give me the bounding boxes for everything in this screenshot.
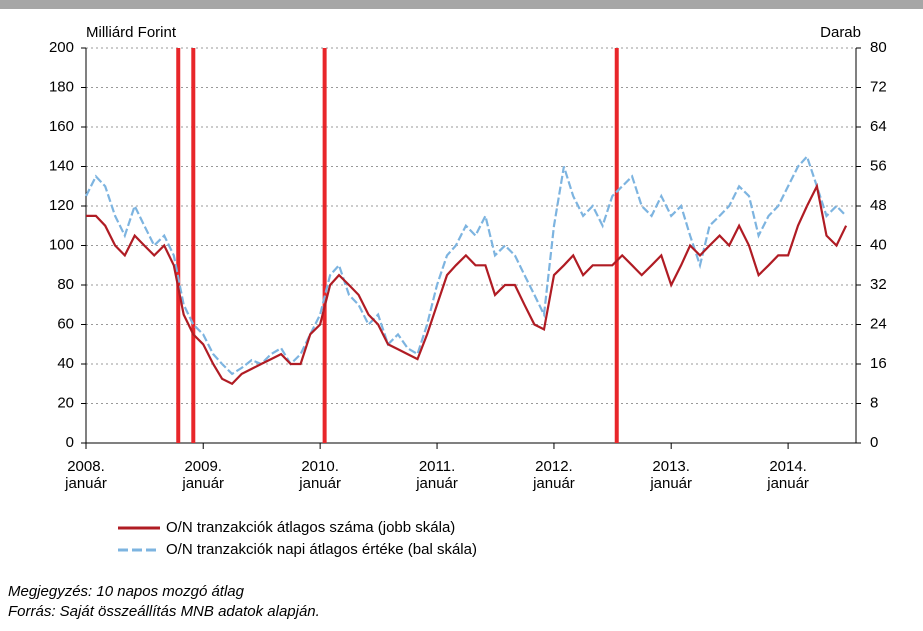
y2-tick-label: 56 xyxy=(870,157,887,174)
y-tick-label: 0 xyxy=(66,434,74,451)
y2-tick-label: 80 xyxy=(870,39,887,56)
y2-tick-label: 48 xyxy=(870,197,887,214)
y2-tick-label: 16 xyxy=(870,355,887,372)
x-tick-label: 2011. január xyxy=(416,458,458,492)
legend-label: O/N tranzakciók napi átlagos értéke (bal… xyxy=(166,541,477,558)
y-axis-label: Milliárd Forint xyxy=(86,24,177,41)
x-tick-label: 2010. január xyxy=(299,458,341,492)
y-tick-label: 20 xyxy=(57,394,74,411)
y-tick-label: 140 xyxy=(49,157,74,174)
x-tick-label: 2012. január xyxy=(533,458,575,492)
note: Megjegyzés: 10 napos mozgó átlag xyxy=(8,583,244,600)
y-tick-label: 120 xyxy=(49,197,74,214)
y2-tick-label: 8 xyxy=(870,394,878,411)
x-tick-label: 2014. január xyxy=(767,458,809,492)
series-line xyxy=(85,154,847,376)
y2-tick-label: 64 xyxy=(870,118,887,135)
series-line xyxy=(86,182,848,386)
y2-axis-label: Darab xyxy=(820,24,861,41)
y2-tick-label: 32 xyxy=(870,276,887,293)
x-tick-label: 2013. január xyxy=(650,458,693,492)
note: Forrás: Saját összeállítás MNB adatok al… xyxy=(8,603,320,620)
x-tick-label: 2009. január xyxy=(182,458,225,492)
y-tick-label: 180 xyxy=(49,78,74,95)
header-bar xyxy=(0,0,923,9)
y2-tick-label: 40 xyxy=(870,236,887,253)
y2-tick-label: 72 xyxy=(870,78,887,95)
x-tick-label: 2008. január xyxy=(65,458,107,492)
y-tick-label: 80 xyxy=(57,276,74,293)
y-tick-label: 160 xyxy=(49,118,74,135)
y-tick-label: 40 xyxy=(57,355,74,372)
y-tick-label: 60 xyxy=(57,315,74,332)
y-tick-label: 100 xyxy=(49,236,74,253)
y-tick-label: 200 xyxy=(49,39,74,56)
y2-tick-label: 0 xyxy=(870,434,878,451)
legend-label: O/N tranzakciók átlagos száma (jobb skál… xyxy=(166,519,455,536)
y2-tick-label: 24 xyxy=(870,315,887,332)
